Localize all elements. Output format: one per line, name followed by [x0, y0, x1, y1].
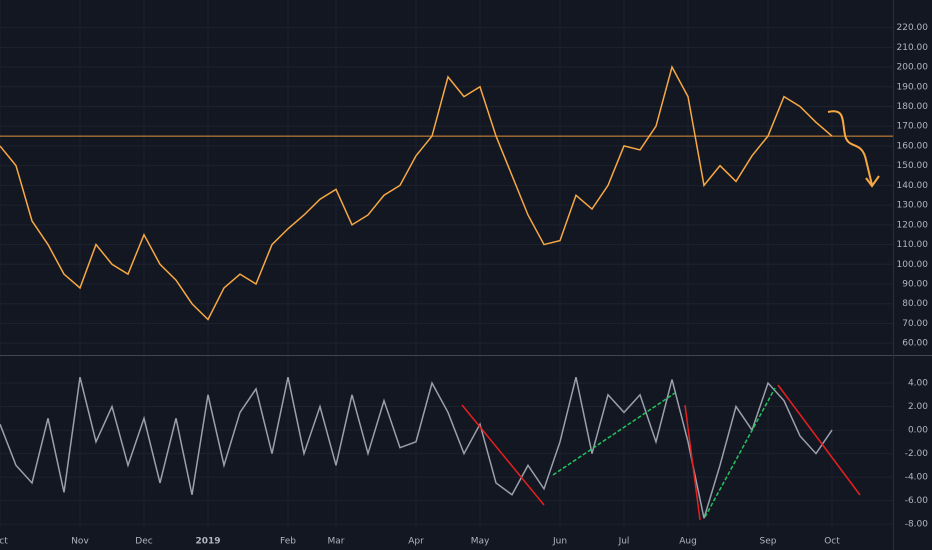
trend-arrows: [461, 384, 861, 521]
y-tick-label: 160.00: [897, 141, 929, 151]
x-tick-label: Nov: [71, 537, 89, 547]
y-tick-label: 80.00: [902, 299, 928, 309]
y-tick-label: 100.00: [897, 260, 929, 270]
x-tick-label: Apr: [408, 537, 424, 547]
x-tick-label: Feb: [280, 537, 296, 547]
arrow: [461, 404, 545, 506]
forecast-arrowhead: [865, 175, 880, 188]
y-tick-label: 170.00: [897, 122, 929, 132]
x-tick-label: Oct: [824, 537, 840, 547]
y-tick-label: -4.00: [905, 473, 929, 483]
y-tick-label: 4.00: [908, 379, 928, 389]
y-tick-label: 60.00: [902, 339, 928, 349]
x-tick-label: Dec: [135, 537, 152, 547]
y-tick-label: -2.00: [905, 449, 929, 459]
y-tick-label: -6.00: [905, 496, 929, 506]
y-tick-label: 110.00: [897, 240, 929, 250]
y-tick-label: 150.00: [897, 161, 929, 171]
y-tick-label: 200.00: [897, 63, 929, 73]
y-tick-label: 190.00: [897, 82, 929, 92]
arrow: [777, 384, 861, 496]
x-tick-label: May: [471, 537, 490, 547]
x-tick-label: Mar: [328, 537, 345, 547]
arrow: [704, 387, 776, 518]
x-tick-label: Aug: [679, 537, 697, 547]
x-tick-label: Sep: [760, 537, 777, 547]
y-tick-label: 120.00: [897, 220, 929, 230]
y-tick-label: 180.00: [897, 102, 929, 112]
x-tick-label: 2019: [195, 537, 220, 547]
y-tick-label: 70.00: [902, 319, 928, 329]
x-tick-label: Oct: [0, 537, 8, 547]
y-tick-label: 90.00: [902, 280, 928, 290]
x-tick-label: Jun: [552, 537, 567, 547]
y-tick-label: 210.00: [897, 43, 929, 53]
y-tick-label: 220.00: [897, 23, 929, 33]
forecast-arrow: [827, 110, 873, 186]
y-tick-label: 0.00: [908, 426, 928, 436]
series-line: [0, 65, 833, 321]
y-tick-label: 2.00: [908, 402, 928, 412]
y-tick-label: 130.00: [897, 201, 929, 211]
arrow: [684, 404, 701, 521]
grid: [0, 0, 893, 530]
x-tick-label: Jul: [618, 537, 630, 547]
y-tick-label: 140.00: [897, 181, 929, 191]
y-tick-label: -8.00: [905, 520, 929, 530]
arrow: [552, 392, 676, 476]
